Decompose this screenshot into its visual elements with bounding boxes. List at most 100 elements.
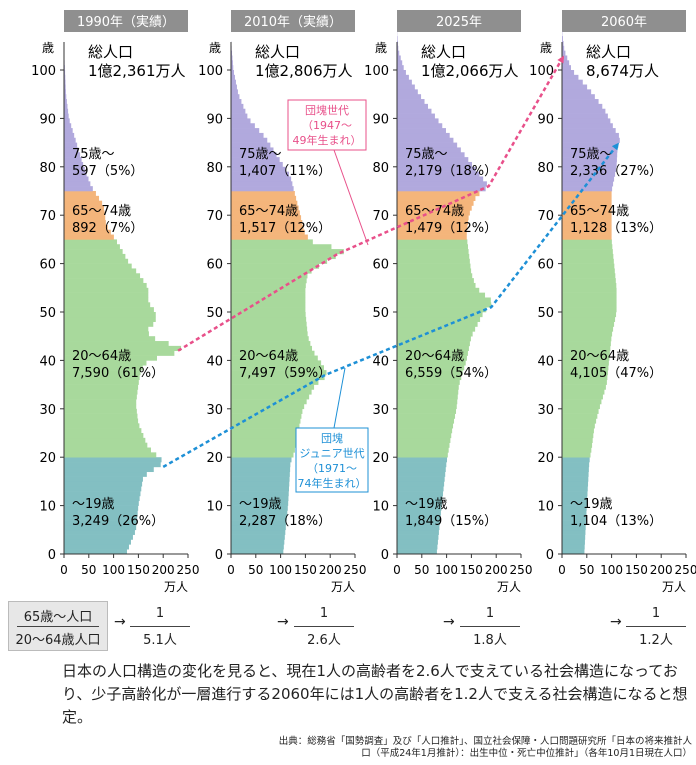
age-bar [231, 321, 307, 327]
age-bar [397, 278, 474, 284]
age-bar [64, 524, 137, 531]
age-bar [231, 384, 315, 390]
age-bar [231, 534, 285, 540]
age-bar [562, 113, 608, 119]
age-bar [562, 171, 616, 177]
age-bar [397, 529, 439, 535]
age-bar [562, 123, 613, 129]
age-bar [64, 132, 75, 139]
age-bar [231, 176, 292, 182]
age-bar [397, 263, 471, 269]
panel-title: 2025年 [436, 15, 482, 30]
age-bar [231, 60, 233, 66]
x-tick-label: 50 [414, 563, 429, 577]
y-tick-label: 60 [206, 258, 223, 273]
age-bar [64, 89, 66, 95]
age-bar [231, 94, 240, 100]
x-tick-label: 50 [81, 563, 96, 577]
y-tick-label: 20 [372, 451, 389, 466]
age-bar [64, 278, 144, 284]
age-bar [231, 113, 248, 119]
age-bar [397, 118, 439, 124]
age-bar [64, 423, 140, 429]
y-tick-label: 0 [381, 548, 389, 563]
age-bar [397, 442, 450, 448]
age-bar [397, 500, 442, 506]
age-bar [231, 316, 307, 322]
age-bar [397, 253, 470, 260]
age-bar [64, 418, 139, 424]
age-group-value: 4,105（47%） [570, 366, 662, 381]
age-bar [397, 350, 468, 356]
age-bar [64, 103, 68, 110]
age-bar [231, 350, 315, 356]
age-bar [231, 171, 289, 177]
age-bar [562, 195, 612, 201]
age-bar [231, 50, 233, 56]
age-bar [231, 84, 237, 90]
y-tick-label: 0 [215, 548, 223, 563]
age-bar [64, 205, 104, 211]
age-bar [231, 229, 305, 235]
x-tick-label: 0 [227, 563, 235, 577]
age-bar [64, 147, 79, 153]
y-tick-label: 100 [529, 64, 554, 79]
total-population: 8,674万人 [586, 62, 659, 80]
y-tick-label: 60 [372, 258, 389, 273]
age-bar [231, 302, 306, 308]
x-tick-label: 0 [60, 563, 68, 577]
age-bar [562, 524, 586, 531]
age-bar [64, 186, 93, 192]
x-tick-label: 100 [269, 563, 292, 577]
age-bar [562, 50, 566, 56]
age-bar [397, 287, 480, 293]
age-bar [397, 326, 476, 332]
x-tick-label: 50 [248, 563, 263, 577]
x-axis-label: 万人 [164, 580, 188, 594]
y-tick-label: 100 [31, 64, 56, 79]
x-tick-label: 100 [435, 563, 458, 577]
age-bar [562, 229, 612, 235]
age-bar [64, 292, 149, 298]
age-bar [231, 234, 308, 240]
age-bar [562, 379, 607, 385]
y-tick-label: 30 [537, 403, 554, 418]
age-bar [64, 244, 120, 250]
age-bar [562, 529, 586, 535]
age-bar [397, 413, 456, 419]
age-bar [397, 399, 458, 405]
age-bar [64, 99, 67, 105]
age-bar [397, 244, 468, 250]
age-bar [64, 341, 169, 347]
age-bar [562, 65, 571, 71]
y-axis-label: 歳 [209, 41, 221, 55]
age-bar [64, 403, 137, 410]
y-tick-label: 50 [39, 306, 56, 321]
age-bar [397, 205, 472, 211]
age-bar [562, 302, 617, 308]
dankai-callout-text: （1947〜 [302, 119, 352, 132]
age-bar [64, 152, 81, 158]
age-bar [562, 60, 570, 66]
age-bar [64, 108, 69, 114]
age-bar [397, 505, 442, 511]
age-bar [231, 186, 294, 192]
age-bar [562, 36, 563, 42]
age-bar [64, 365, 143, 371]
junior-callout-text: ジュニア世代 [299, 447, 364, 460]
x-tick-label: 100 [102, 563, 125, 577]
age-bar [562, 452, 591, 458]
age-bar [562, 312, 617, 318]
age-bar [397, 108, 432, 114]
x-tick-label: 200 [485, 563, 508, 577]
age-bar [231, 462, 291, 468]
summary-text: 日本の人口構造の変化を見ると、現在1人の高齢者を2.6人で支えている社会構造にな… [62, 662, 688, 726]
age-bar [64, 399, 137, 405]
age-group-value: 2,336（27%） [570, 164, 662, 179]
age-bar [231, 118, 251, 124]
age-bar [397, 408, 457, 414]
age-bar [231, 524, 286, 531]
age-bar [64, 466, 154, 473]
age-bar [231, 399, 307, 405]
age-bar [231, 79, 236, 85]
